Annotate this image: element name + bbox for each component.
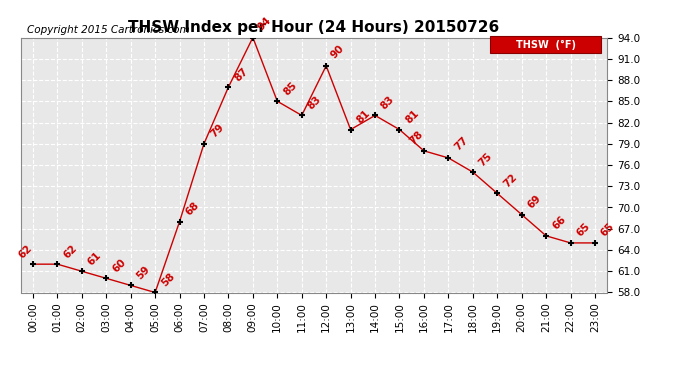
Text: 77: 77 (453, 135, 470, 152)
Text: 68: 68 (184, 200, 201, 217)
Text: 65: 65 (599, 221, 616, 239)
Text: 85: 85 (282, 80, 299, 97)
Text: 69: 69 (526, 193, 543, 210)
Title: THSW Index per Hour (24 Hours) 20150726: THSW Index per Hour (24 Hours) 20150726 (128, 20, 500, 35)
Text: 83: 83 (306, 94, 323, 111)
Text: 83: 83 (380, 94, 397, 111)
Text: 66: 66 (550, 214, 568, 232)
Text: 81: 81 (355, 108, 372, 125)
Text: 90: 90 (329, 43, 346, 60)
Text: 62: 62 (61, 243, 79, 260)
Text: 79: 79 (208, 122, 226, 140)
Text: Copyright 2015 Cartronics.com: Copyright 2015 Cartronics.com (26, 25, 189, 35)
Text: 78: 78 (407, 129, 424, 147)
Text: 59: 59 (135, 264, 152, 281)
Text: 62: 62 (17, 243, 34, 260)
Text: 72: 72 (502, 172, 519, 189)
FancyBboxPatch shape (490, 36, 602, 53)
Text: 94: 94 (255, 15, 273, 32)
Text: 61: 61 (86, 250, 104, 267)
Text: 60: 60 (110, 257, 128, 274)
Text: 65: 65 (575, 221, 592, 239)
Text: 58: 58 (159, 271, 177, 288)
Text: 81: 81 (404, 108, 421, 125)
Text: 87: 87 (233, 66, 250, 83)
Text: 75: 75 (477, 150, 494, 168)
Text: THSW  (°F): THSW (°F) (515, 40, 575, 50)
